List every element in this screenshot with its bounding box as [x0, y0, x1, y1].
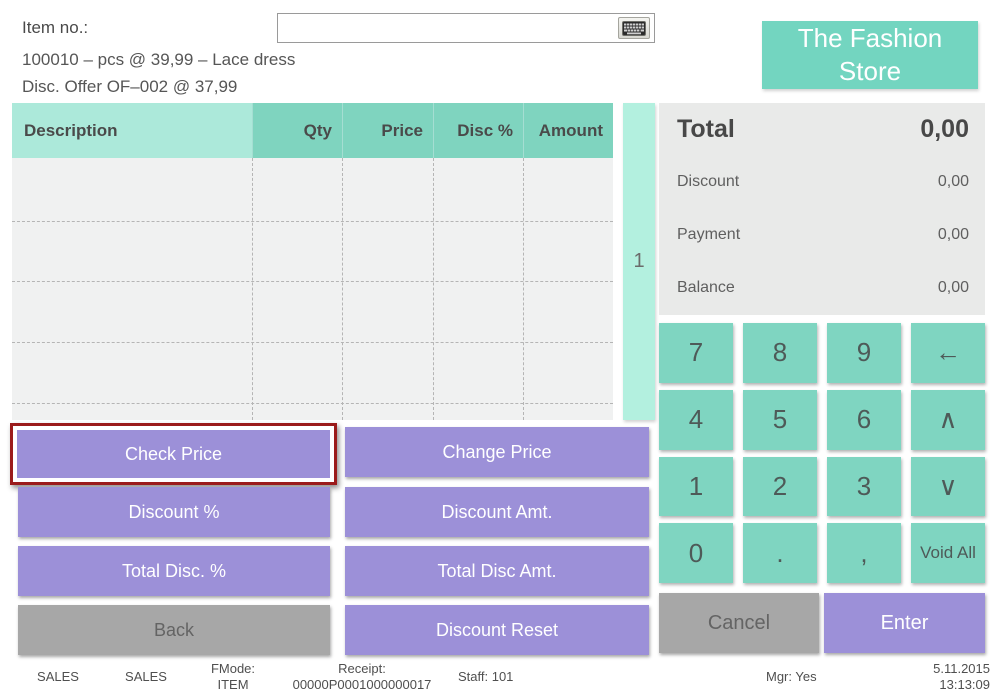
- discount-offer-info: Disc. Offer OF–002 @ 37,99: [22, 77, 238, 96]
- key-comma[interactable]: ,: [827, 523, 901, 583]
- balance-value: 0,00: [937, 279, 969, 296]
- discount-reset-button[interactable]: Discount Reset: [345, 605, 649, 655]
- discount-label: Discount: [677, 173, 740, 190]
- key-7[interactable]: 7: [659, 323, 733, 383]
- discount-pct-button[interactable]: Discount %: [18, 487, 330, 537]
- cancel-button[interactable]: Cancel: [659, 593, 819, 653]
- receipt-label: Receipt:: [338, 661, 386, 676]
- table-grid-line: [12, 281, 613, 282]
- column-header-amount: Amount: [523, 103, 613, 158]
- change-price-button[interactable]: Change Price: [345, 427, 649, 477]
- table-grid-line: [523, 158, 524, 420]
- item-no-input[interactable]: [280, 16, 616, 40]
- fmode-value: ITEM: [217, 677, 249, 692]
- key-5[interactable]: 5: [743, 389, 817, 450]
- table-grid-line: [433, 158, 434, 420]
- status-date: 5.11.2015: [933, 661, 990, 676]
- discount-amt-button[interactable]: Discount Amt.: [345, 487, 649, 537]
- enter-button[interactable]: Enter: [824, 593, 985, 653]
- numpad: 7 8 9 ← 4 5 6 ∧ 1 2 3 ∨ 0 . , Void All: [659, 323, 985, 583]
- scroll-up-icon[interactable]: ∧: [911, 389, 985, 450]
- total-disc-amt-button[interactable]: Total Disc Amt.: [345, 546, 649, 596]
- payment-value: 0,00: [937, 226, 969, 243]
- payment-label: Payment: [677, 226, 741, 243]
- status-receipt: Receipt: 00000P0001000000017: [268, 661, 456, 693]
- key-1[interactable]: 1: [659, 456, 733, 517]
- selected-button-highlight: Check Price: [10, 423, 337, 485]
- table-grid-line: [12, 342, 613, 343]
- store-logo-banner: The Fashion Store: [762, 21, 978, 89]
- key-4[interactable]: 4: [659, 389, 733, 450]
- totals-panel: Total 0,00 Discount 0,00 Payment 0,00 Ba…: [659, 103, 985, 315]
- key-3[interactable]: 3: [827, 456, 901, 517]
- column-header-disc-pct: Disc %: [433, 103, 523, 158]
- total-disc-pct-button[interactable]: Total Disc. %: [18, 546, 330, 596]
- column-header-qty: Qty: [252, 103, 342, 158]
- check-price-button[interactable]: Check Price: [17, 430, 330, 478]
- status-fmode: FMode: ITEM: [193, 661, 273, 693]
- status-mode-2: SALES: [125, 669, 167, 684]
- column-header-price: Price: [342, 103, 433, 158]
- discount-value: 0,00: [937, 173, 969, 190]
- receipt-table-header: Description Qty Price Disc % Amount: [12, 103, 613, 158]
- backspace-icon[interactable]: ←: [911, 323, 985, 383]
- void-all-button[interactable]: Void All: [911, 523, 985, 583]
- key-period[interactable]: .: [743, 523, 817, 583]
- status-manager: Mgr: Yes: [766, 669, 817, 684]
- table-grid-line: [252, 158, 253, 420]
- key-9[interactable]: 9: [827, 323, 901, 383]
- key-2[interactable]: 2: [743, 456, 817, 517]
- back-button[interactable]: Back: [18, 605, 330, 655]
- balance-label: Balance: [677, 279, 735, 296]
- status-mode-1: SALES: [37, 669, 79, 684]
- scanned-item-info: 100010 – pcs @ 39,99 – Lace dress: [22, 50, 296, 69]
- table-grid-line: [12, 221, 613, 222]
- key-0[interactable]: 0: [659, 523, 733, 583]
- status-staff: Staff: 101: [458, 669, 514, 684]
- fmode-label: FMode:: [210, 661, 256, 676]
- table-grid-line: [12, 403, 613, 404]
- table-grid-line: [342, 158, 343, 420]
- status-time: 13:13:09: [939, 677, 990, 692]
- total-label: Total: [677, 115, 735, 143]
- scroll-down-icon[interactable]: ∨: [911, 456, 985, 517]
- receipt-number: 00000P0001000000017: [292, 677, 432, 692]
- item-no-input-wrap: [277, 13, 655, 43]
- page-indicator-strip[interactable]: 1: [623, 103, 655, 420]
- receipt-table-body: [12, 158, 613, 420]
- status-datetime: 5.11.2015 13:13:09: [888, 661, 990, 693]
- key-8[interactable]: 8: [743, 323, 817, 383]
- column-header-description: Description: [12, 103, 252, 158]
- item-no-label: Item no.:: [22, 18, 89, 37]
- total-value: 0,00: [920, 115, 969, 143]
- key-6[interactable]: 6: [827, 389, 901, 450]
- keyboard-icon[interactable]: [618, 17, 650, 39]
